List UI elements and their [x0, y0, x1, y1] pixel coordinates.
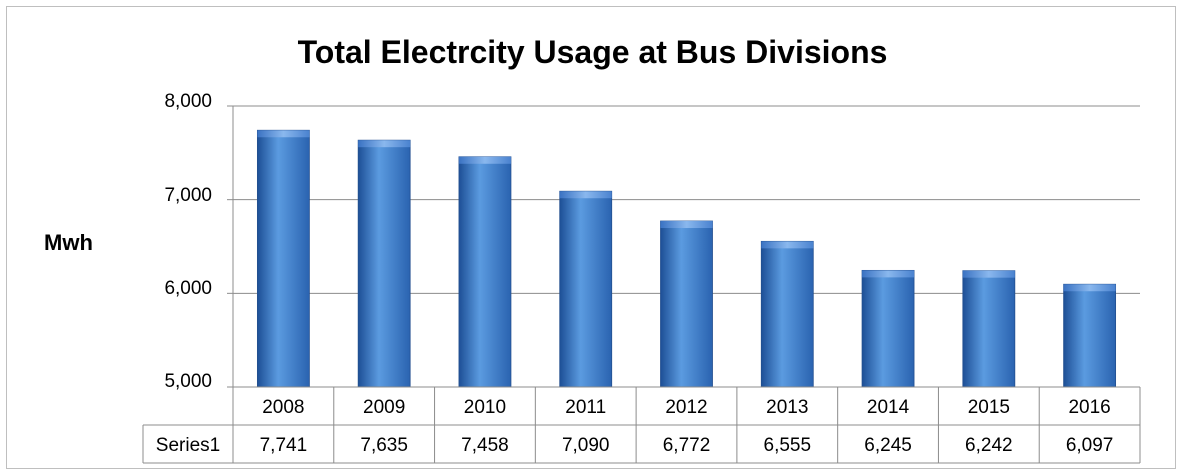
data-value-label: 6,555 — [764, 435, 812, 456]
bar — [1063, 283, 1117, 388]
category-label: 2015 — [968, 397, 1010, 418]
category-label: 2012 — [665, 397, 707, 418]
y-tick-label: 7,000 — [164, 185, 212, 206]
bar-cap — [458, 156, 511, 164]
data-value-label: 6,772 — [663, 435, 711, 456]
bar-cap — [962, 270, 1015, 278]
bar — [760, 240, 814, 388]
y-axis-label: Mwh — [44, 230, 93, 255]
y-tick-label: 8,000 — [164, 91, 212, 112]
data-value-label: 6,097 — [1066, 435, 1114, 456]
data-value-label: 7,741 — [260, 435, 308, 456]
data-value-label: 6,245 — [864, 435, 912, 456]
bar-cap — [660, 221, 713, 229]
bar-cap — [559, 191, 612, 199]
bar — [357, 139, 411, 388]
category-label: 2011 — [565, 397, 606, 418]
data-value-label: 7,090 — [562, 435, 610, 456]
category-label: 2016 — [1068, 397, 1110, 418]
data-value-label: 6,242 — [965, 435, 1013, 456]
category-label: 2008 — [262, 397, 304, 418]
bar — [962, 270, 1016, 388]
chart-title: Total Electrcity Usage at Bus Divisions — [297, 34, 888, 70]
bar-cap — [358, 140, 411, 148]
bar — [861, 269, 915, 388]
bar-cap — [862, 270, 915, 278]
bar — [660, 220, 713, 388]
data-value-label: 7,458 — [461, 435, 509, 456]
category-label: 2014 — [867, 397, 910, 418]
category-label: 2009 — [363, 397, 405, 418]
bar-cap — [257, 130, 310, 138]
bar — [559, 190, 613, 388]
y-tick-label: 6,000 — [164, 278, 212, 299]
y-tick-label: 5,000 — [164, 371, 212, 392]
bar — [458, 156, 512, 388]
bar-cap — [1063, 284, 1116, 292]
data-value-label: 7,635 — [360, 435, 408, 456]
category-label: 2010 — [464, 397, 506, 418]
bar-cap — [761, 241, 814, 249]
bar — [256, 129, 310, 388]
series-name: Series1 — [156, 435, 220, 456]
category-label: 2013 — [766, 397, 808, 418]
